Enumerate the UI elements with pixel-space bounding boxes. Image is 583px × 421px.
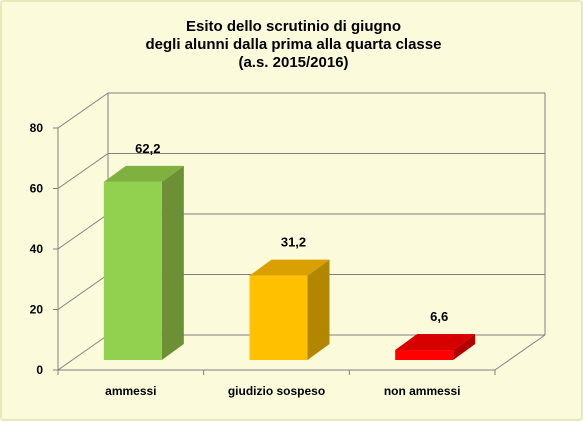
bar-side (453, 334, 476, 360)
chart-title-line-1: Esito dello scrutinio di giugno (186, 18, 401, 35)
y-tick-label: 80 (30, 121, 44, 135)
y-tick-labels: 0 20 40 60 80 (30, 121, 44, 377)
x-tick-label: ammessi (105, 384, 156, 398)
side-gridline (57, 274, 109, 310)
bar (395, 334, 476, 360)
side-gridline (57, 213, 109, 250)
value-labels: 62,2 31,2 6,6 (135, 141, 448, 324)
x-tick-labels: ammessi giudizio sospeso non ammessi (105, 384, 460, 398)
bar-top (103, 165, 184, 182)
bar-front (395, 350, 454, 360)
bar-front (249, 275, 308, 360)
data-label: 31,2 (281, 235, 306, 250)
y-tick-label: 40 (30, 242, 44, 256)
data-label: 62,2 (135, 141, 160, 156)
x-tick-label: giudizio sospeso (228, 384, 325, 398)
bar-side (161, 165, 184, 360)
bar-top (395, 334, 476, 351)
side-gridline (57, 153, 109, 189)
chart-title: Esito dello scrutinio di giugno degli al… (2, 18, 583, 72)
axes (53, 127, 546, 375)
chart-title-line-3: (a.s. 2015/2016) (238, 54, 349, 71)
bar (103, 165, 184, 360)
y-tick-label: 0 (36, 363, 43, 377)
bar-top (249, 259, 330, 276)
y-tick-label: 20 (30, 303, 44, 317)
y-tick-label: 60 (30, 182, 44, 196)
data-label: 6,6 (430, 309, 448, 324)
bar-side (307, 259, 330, 360)
side-gridline (57, 334, 109, 371)
bar (249, 259, 330, 360)
chart-title-line-2: degli alunni dalla prima alla quarta cla… (145, 36, 442, 53)
floor-right-edge (494, 334, 546, 371)
x-tick-label: non ammessi (384, 384, 461, 398)
bar-front (103, 181, 162, 360)
bars (103, 165, 476, 360)
side-gridline (57, 92, 109, 129)
